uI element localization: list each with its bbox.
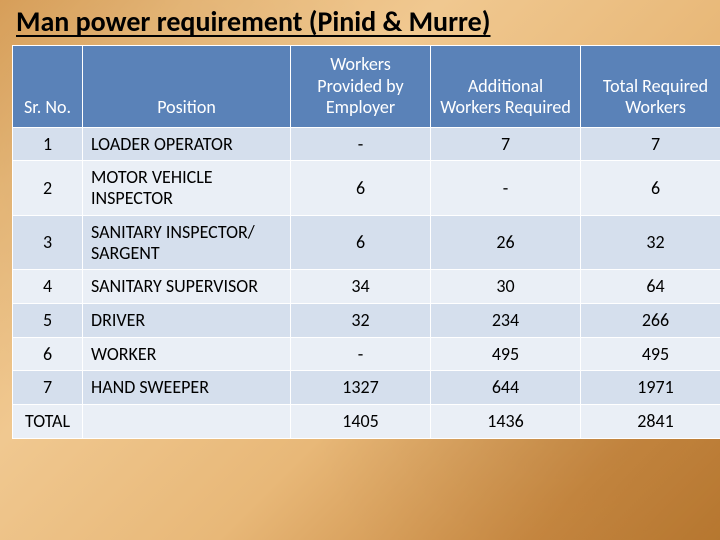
cell-sr: 4 bbox=[13, 270, 83, 304]
cell-w2: 26 bbox=[431, 215, 581, 269]
cell-w2: 495 bbox=[431, 337, 581, 371]
cell-w1: - bbox=[291, 337, 431, 371]
cell-w2: 234 bbox=[431, 303, 581, 337]
cell-w3: 266 bbox=[581, 303, 720, 337]
cell-total-w1: 1405 bbox=[291, 404, 431, 438]
cell-w1: 1327 bbox=[291, 371, 431, 405]
table-row: 1 LOADER OPERATOR - 7 7 bbox=[13, 127, 720, 161]
table-row: 5 DRIVER 32 234 266 bbox=[13, 303, 720, 337]
cell-w2: 7 bbox=[431, 127, 581, 161]
cell-pos: MOTOR VEHICLE INSPECTOR bbox=[83, 161, 291, 215]
col-header-w1: Workers Provided by Employer bbox=[291, 46, 431, 128]
slide: Man power requirement (Pinid & Murre) Sr… bbox=[0, 0, 720, 540]
cell-w1: 6 bbox=[291, 215, 431, 269]
col-header-sr: Sr. No. bbox=[13, 46, 83, 128]
table-row: 2 MOTOR VEHICLE INSPECTOR 6 - 6 bbox=[13, 161, 720, 215]
cell-total-pos bbox=[83, 404, 291, 438]
cell-w3: 64 bbox=[581, 270, 720, 304]
cell-w2: - bbox=[431, 161, 581, 215]
cell-w1: 6 bbox=[291, 161, 431, 215]
cell-w3: 495 bbox=[581, 337, 720, 371]
cell-total-label: TOTAL bbox=[13, 404, 83, 438]
table-row: 3 SANITARY INSPECTOR/ SARGENT 6 26 32 bbox=[13, 215, 720, 269]
cell-w3: 32 bbox=[581, 215, 720, 269]
cell-total-w3: 2841 bbox=[581, 404, 720, 438]
page-title: Man power requirement (Pinid & Murre) bbox=[16, 4, 708, 39]
cell-total-w2: 1436 bbox=[431, 404, 581, 438]
cell-w1: - bbox=[291, 127, 431, 161]
table-row: 4 SANITARY SUPERVISOR 34 30 64 bbox=[13, 270, 720, 304]
cell-sr: 7 bbox=[13, 371, 83, 405]
cell-w3: 6 bbox=[581, 161, 720, 215]
cell-w3: 1971 bbox=[581, 371, 720, 405]
table-row: 6 WORKER - 495 495 bbox=[13, 337, 720, 371]
col-header-w2: Additional Workers Required bbox=[431, 46, 581, 128]
table-head: Sr. No. Position Workers Provided by Emp… bbox=[13, 46, 720, 128]
cell-sr: 1 bbox=[13, 127, 83, 161]
cell-w3: 7 bbox=[581, 127, 720, 161]
cell-pos: LOADER OPERATOR bbox=[83, 127, 291, 161]
manpower-table: Sr. No. Position Workers Provided by Emp… bbox=[12, 45, 720, 439]
cell-pos: DRIVER bbox=[83, 303, 291, 337]
col-header-w3: Total Required Workers bbox=[581, 46, 720, 128]
cell-sr: 3 bbox=[13, 215, 83, 269]
cell-w2: 644 bbox=[431, 371, 581, 405]
col-header-pos: Position bbox=[83, 46, 291, 128]
cell-w1: 34 bbox=[291, 270, 431, 304]
cell-sr: 5 bbox=[13, 303, 83, 337]
table-body: 1 LOADER OPERATOR - 7 7 2 MOTOR VEHICLE … bbox=[13, 127, 720, 438]
header-row: Sr. No. Position Workers Provided by Emp… bbox=[13, 46, 720, 128]
table-row: 7 HAND SWEEPER 1327 644 1971 bbox=[13, 371, 720, 405]
cell-pos: HAND SWEEPER bbox=[83, 371, 291, 405]
cell-sr: 2 bbox=[13, 161, 83, 215]
cell-pos: SANITARY INSPECTOR/ SARGENT bbox=[83, 215, 291, 269]
total-row: TOTAL 1405 1436 2841 bbox=[13, 404, 720, 438]
cell-pos: SANITARY SUPERVISOR bbox=[83, 270, 291, 304]
cell-sr: 6 bbox=[13, 337, 83, 371]
cell-pos: WORKER bbox=[83, 337, 291, 371]
cell-w2: 30 bbox=[431, 270, 581, 304]
cell-w1: 32 bbox=[291, 303, 431, 337]
